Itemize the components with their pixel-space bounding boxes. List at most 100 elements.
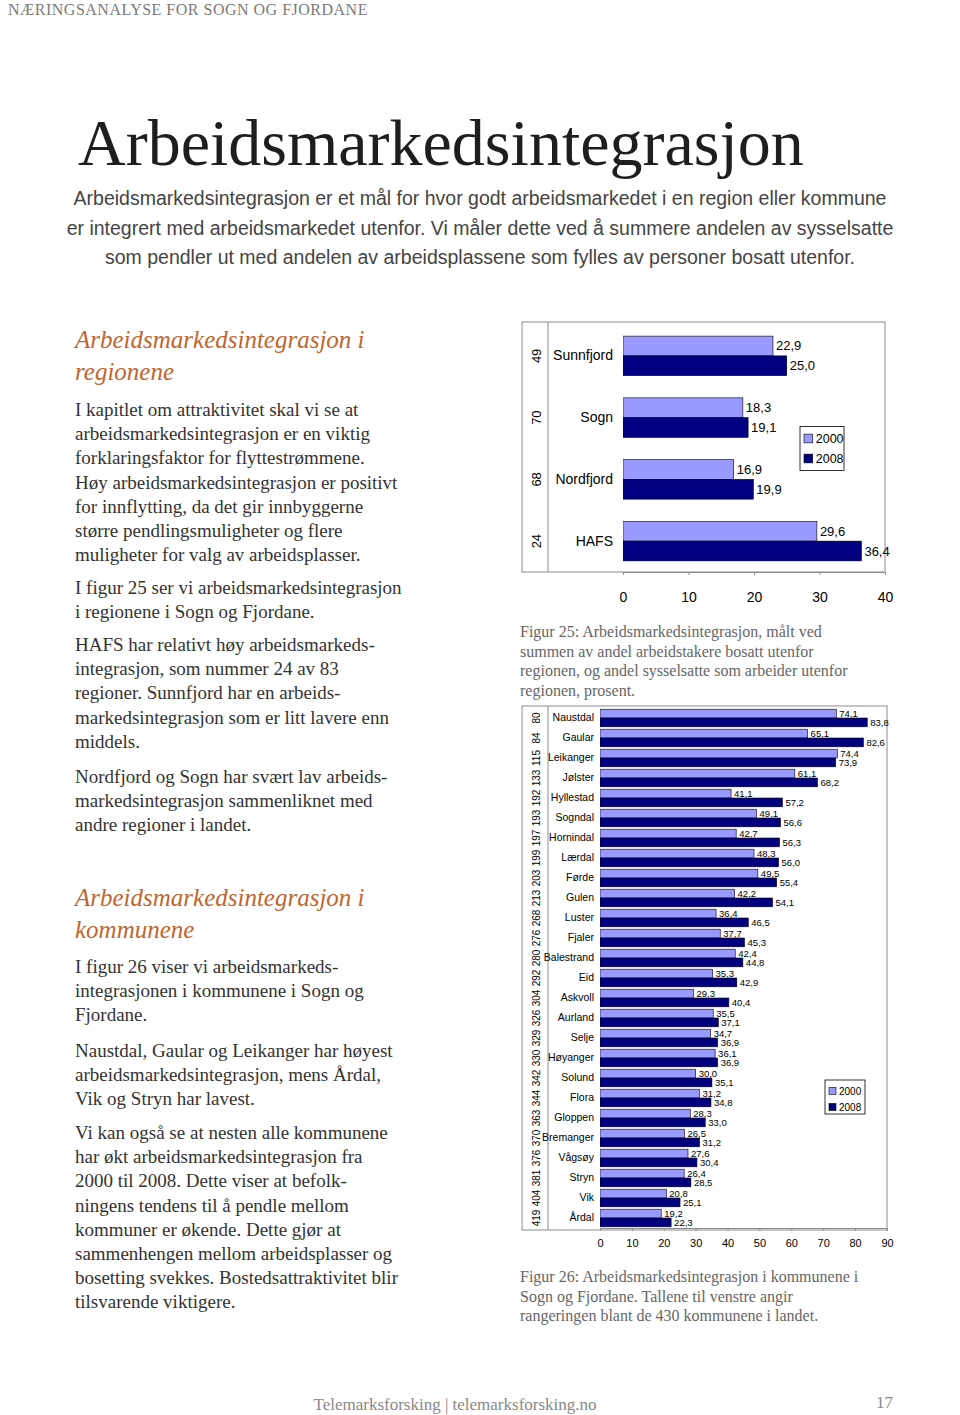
data-label: 35,1 bbox=[715, 1077, 734, 1088]
category-label: Gulen bbox=[566, 891, 594, 903]
rank-label: 268 bbox=[531, 909, 542, 926]
x-tick-mark bbox=[728, 1228, 729, 1231]
category-label: Sunnfjord bbox=[553, 347, 613, 363]
x-tick: 60 bbox=[786, 1228, 798, 1249]
data-label: 46,5 bbox=[751, 917, 770, 928]
body-line: markedsintegrasjon sammenliknet med bbox=[75, 790, 373, 811]
section-heading: kommunene bbox=[75, 916, 194, 943]
category-tick: HAFS bbox=[576, 533, 623, 549]
category-label: Lærdal bbox=[561, 851, 594, 863]
bar bbox=[600, 918, 748, 927]
x-tick: 50 bbox=[754, 1228, 766, 1249]
category-label: Vågsøy bbox=[558, 1151, 594, 1163]
legend-label: 2000 bbox=[839, 1086, 862, 1097]
x-tick-mark bbox=[689, 572, 690, 575]
section-heading: regionene bbox=[75, 358, 174, 385]
bar bbox=[623, 460, 734, 480]
bar bbox=[600, 1078, 712, 1087]
category-tick: Selje bbox=[571, 1031, 600, 1043]
bar bbox=[623, 418, 748, 438]
rank-label: 213 bbox=[531, 889, 542, 906]
category-tick: Nordfjord bbox=[555, 471, 623, 487]
bar bbox=[600, 1198, 680, 1207]
category-label: Jølster bbox=[563, 771, 595, 783]
category-tick: Jølster bbox=[563, 771, 601, 783]
figure-caption: regionen, og andel sysselsatte som arbei… bbox=[520, 662, 848, 680]
category-label: Årdal bbox=[569, 1211, 594, 1223]
data-label: 48,3 bbox=[757, 848, 776, 859]
x-tick-mark bbox=[823, 1228, 824, 1231]
body-line: Fjordane. bbox=[75, 1004, 147, 1025]
rank-label: 280 bbox=[531, 949, 542, 966]
bars bbox=[600, 709, 867, 1227]
bar bbox=[600, 1009, 713, 1018]
bar bbox=[600, 1149, 688, 1158]
body-line: Høy arbeidsmarkedsintegrasjon er positiv… bbox=[75, 472, 398, 493]
bar bbox=[600, 1118, 705, 1127]
body-line: Vi kan også se at nesten alle kommunene bbox=[75, 1122, 388, 1143]
x-tick: 40 bbox=[722, 1228, 734, 1249]
data-label: 33,0 bbox=[708, 1117, 727, 1128]
x-tick: 0 bbox=[620, 572, 628, 605]
category-label: Sogndal bbox=[555, 811, 594, 823]
category-tick: Bremanger bbox=[542, 1131, 600, 1143]
bar bbox=[600, 989, 693, 998]
data-label: 57,2 bbox=[785, 797, 804, 808]
category-label: Solund bbox=[561, 1071, 594, 1083]
rank-label: 70 bbox=[529, 410, 544, 424]
category-label: Høyanger bbox=[548, 1051, 595, 1063]
rank-label: 192 bbox=[531, 789, 542, 806]
data-label: 29,6 bbox=[820, 524, 845, 539]
category-tick: Sunnfjord bbox=[553, 347, 623, 363]
x-tick: 20 bbox=[747, 572, 763, 605]
body-line: bosetting svekkes. Bostedsattraktivitet … bbox=[75, 1267, 399, 1288]
category-label: Sogn bbox=[580, 409, 613, 425]
category-tick: Årdal bbox=[569, 1211, 600, 1223]
x-tick-label: 50 bbox=[754, 1237, 766, 1249]
bar bbox=[600, 1158, 697, 1167]
bar bbox=[600, 829, 736, 838]
bar bbox=[600, 1209, 661, 1218]
data-label: 44,8 bbox=[746, 957, 765, 968]
data-label: 54,1 bbox=[776, 897, 795, 908]
body-line: HAFS har relativt høy arbeidsmarkeds- bbox=[75, 634, 375, 655]
category-tick: Solund bbox=[561, 1071, 600, 1083]
category-label: Askvoll bbox=[561, 991, 594, 1003]
rank-label: 49 bbox=[529, 349, 544, 363]
legend-label: 2008 bbox=[816, 452, 844, 466]
category-label: Luster bbox=[565, 911, 595, 923]
x-tick-label: 90 bbox=[881, 1237, 893, 1249]
body-line: Vik og Stryn har lavest. bbox=[75, 1088, 255, 1109]
data-labels: 22,918,316,929,625,019,119,936,4 bbox=[737, 338, 890, 558]
x-tick-label: 0 bbox=[597, 1237, 603, 1249]
data-label: 40,4 bbox=[732, 997, 751, 1008]
legend-label: 2000 bbox=[816, 432, 844, 446]
bar bbox=[600, 909, 716, 918]
bar bbox=[600, 998, 729, 1007]
value-axis: 0102030405060708090 bbox=[597, 1228, 893, 1249]
category-label: HAFS bbox=[576, 533, 613, 549]
data-label: 83,8 bbox=[870, 717, 889, 728]
bar bbox=[600, 738, 863, 747]
bar bbox=[600, 949, 735, 958]
bar bbox=[600, 778, 817, 787]
x-tick: 40 bbox=[878, 572, 894, 605]
body-line: I kapitlet om attraktivitet skal vi se a… bbox=[75, 399, 359, 420]
bar bbox=[600, 1218, 671, 1227]
bar bbox=[600, 718, 867, 727]
figure-caption: Figur 26: Arbeidsmarkedsintegrasjon i ko… bbox=[520, 1268, 859, 1286]
category-tick: Balestrand bbox=[544, 951, 600, 963]
x-tick-mark bbox=[855, 1228, 856, 1231]
data-label: 18,3 bbox=[746, 400, 771, 415]
x-tick-mark bbox=[696, 1228, 697, 1231]
text-section: Arbeidsmarkedsintegrasjon ikommuneneI fi… bbox=[73, 884, 399, 1312]
figure-caption: Figur 25: Arbeidsmarkedsintegrasjon, mål… bbox=[520, 623, 822, 641]
bar bbox=[600, 838, 780, 847]
body-line: kommuner er økende. Dette gjør at bbox=[75, 1219, 342, 1240]
legend-box bbox=[825, 1080, 865, 1114]
figure-caption: regionen, prosent. bbox=[520, 682, 635, 700]
category-label: Selje bbox=[571, 1031, 595, 1043]
rank-label: 80 bbox=[531, 712, 542, 724]
bar bbox=[600, 978, 737, 987]
bar bbox=[600, 969, 713, 978]
